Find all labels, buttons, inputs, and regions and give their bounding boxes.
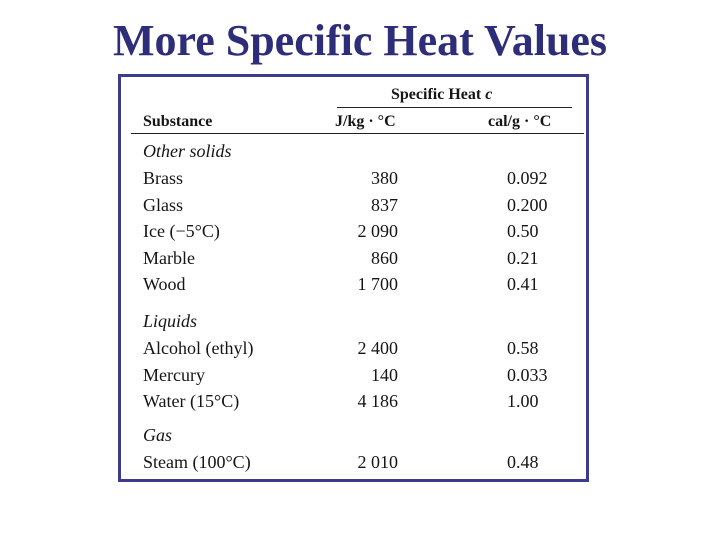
- cell-substance: Wood: [143, 274, 186, 294]
- column-header-rule: [131, 133, 584, 134]
- cell-si-value: 1 700: [357, 274, 399, 294]
- cell-substance: Marble: [143, 248, 195, 268]
- cell-cal-value: 0.092: [507, 168, 548, 188]
- cell-substance: Mercury: [143, 365, 205, 385]
- cell-si-value: 860: [371, 248, 398, 268]
- cell-substance: Glass: [143, 195, 183, 215]
- cell-cal-value: 0.50: [507, 221, 539, 241]
- cell-substance: Alcohol (ethyl): [143, 338, 254, 358]
- column-header-cal-unit: cal/g · °C: [488, 113, 552, 130]
- group-header-rule: [337, 107, 572, 108]
- cell-si-value: 380: [371, 168, 398, 188]
- cell-cal-value: 0.58: [507, 338, 539, 358]
- cell-si-value: 837: [371, 195, 398, 215]
- cell-substance: Water (15°C): [143, 391, 240, 411]
- cell-si-value: 2 400: [357, 338, 399, 358]
- cell-cal-value: 0.21: [507, 248, 539, 268]
- cell-si-value: 2 090: [357, 221, 399, 241]
- cell-cal-value: 0.41: [507, 274, 539, 294]
- cell-cal-value: 0.033: [507, 365, 548, 385]
- cell-si-value: 2 010: [357, 452, 399, 472]
- column-header-substance: Substance: [143, 113, 213, 130]
- cell-cal-value: 0.48: [507, 452, 539, 472]
- specific-heat-symbol: c: [485, 86, 493, 103]
- column-header-si-unit: J/kg · °C: [335, 113, 396, 130]
- section-heading: Liquids: [143, 311, 198, 331]
- slide-title: More Specific Heat Values: [112, 16, 608, 65]
- cell-substance: Ice (−5°C): [143, 221, 220, 241]
- specific-heat-label: Specific Heat: [391, 86, 482, 103]
- cell-si-value: 4 186: [357, 391, 399, 411]
- section-heading: Gas: [143, 425, 173, 445]
- cell-substance: Brass: [143, 168, 183, 188]
- specific-heat-group-header: Specific Heat c: [391, 85, 492, 105]
- cell-cal-value: 0.200: [507, 195, 548, 215]
- cell-substance: Steam (100°C): [143, 452, 251, 472]
- section-heading: Other solids: [143, 141, 232, 161]
- cell-cal-value: 1.00: [507, 391, 539, 411]
- cell-si-value: 140: [371, 365, 398, 385]
- specific-heat-table: Specific Heat c Substance J/kg · °C cal/…: [118, 74, 589, 482]
